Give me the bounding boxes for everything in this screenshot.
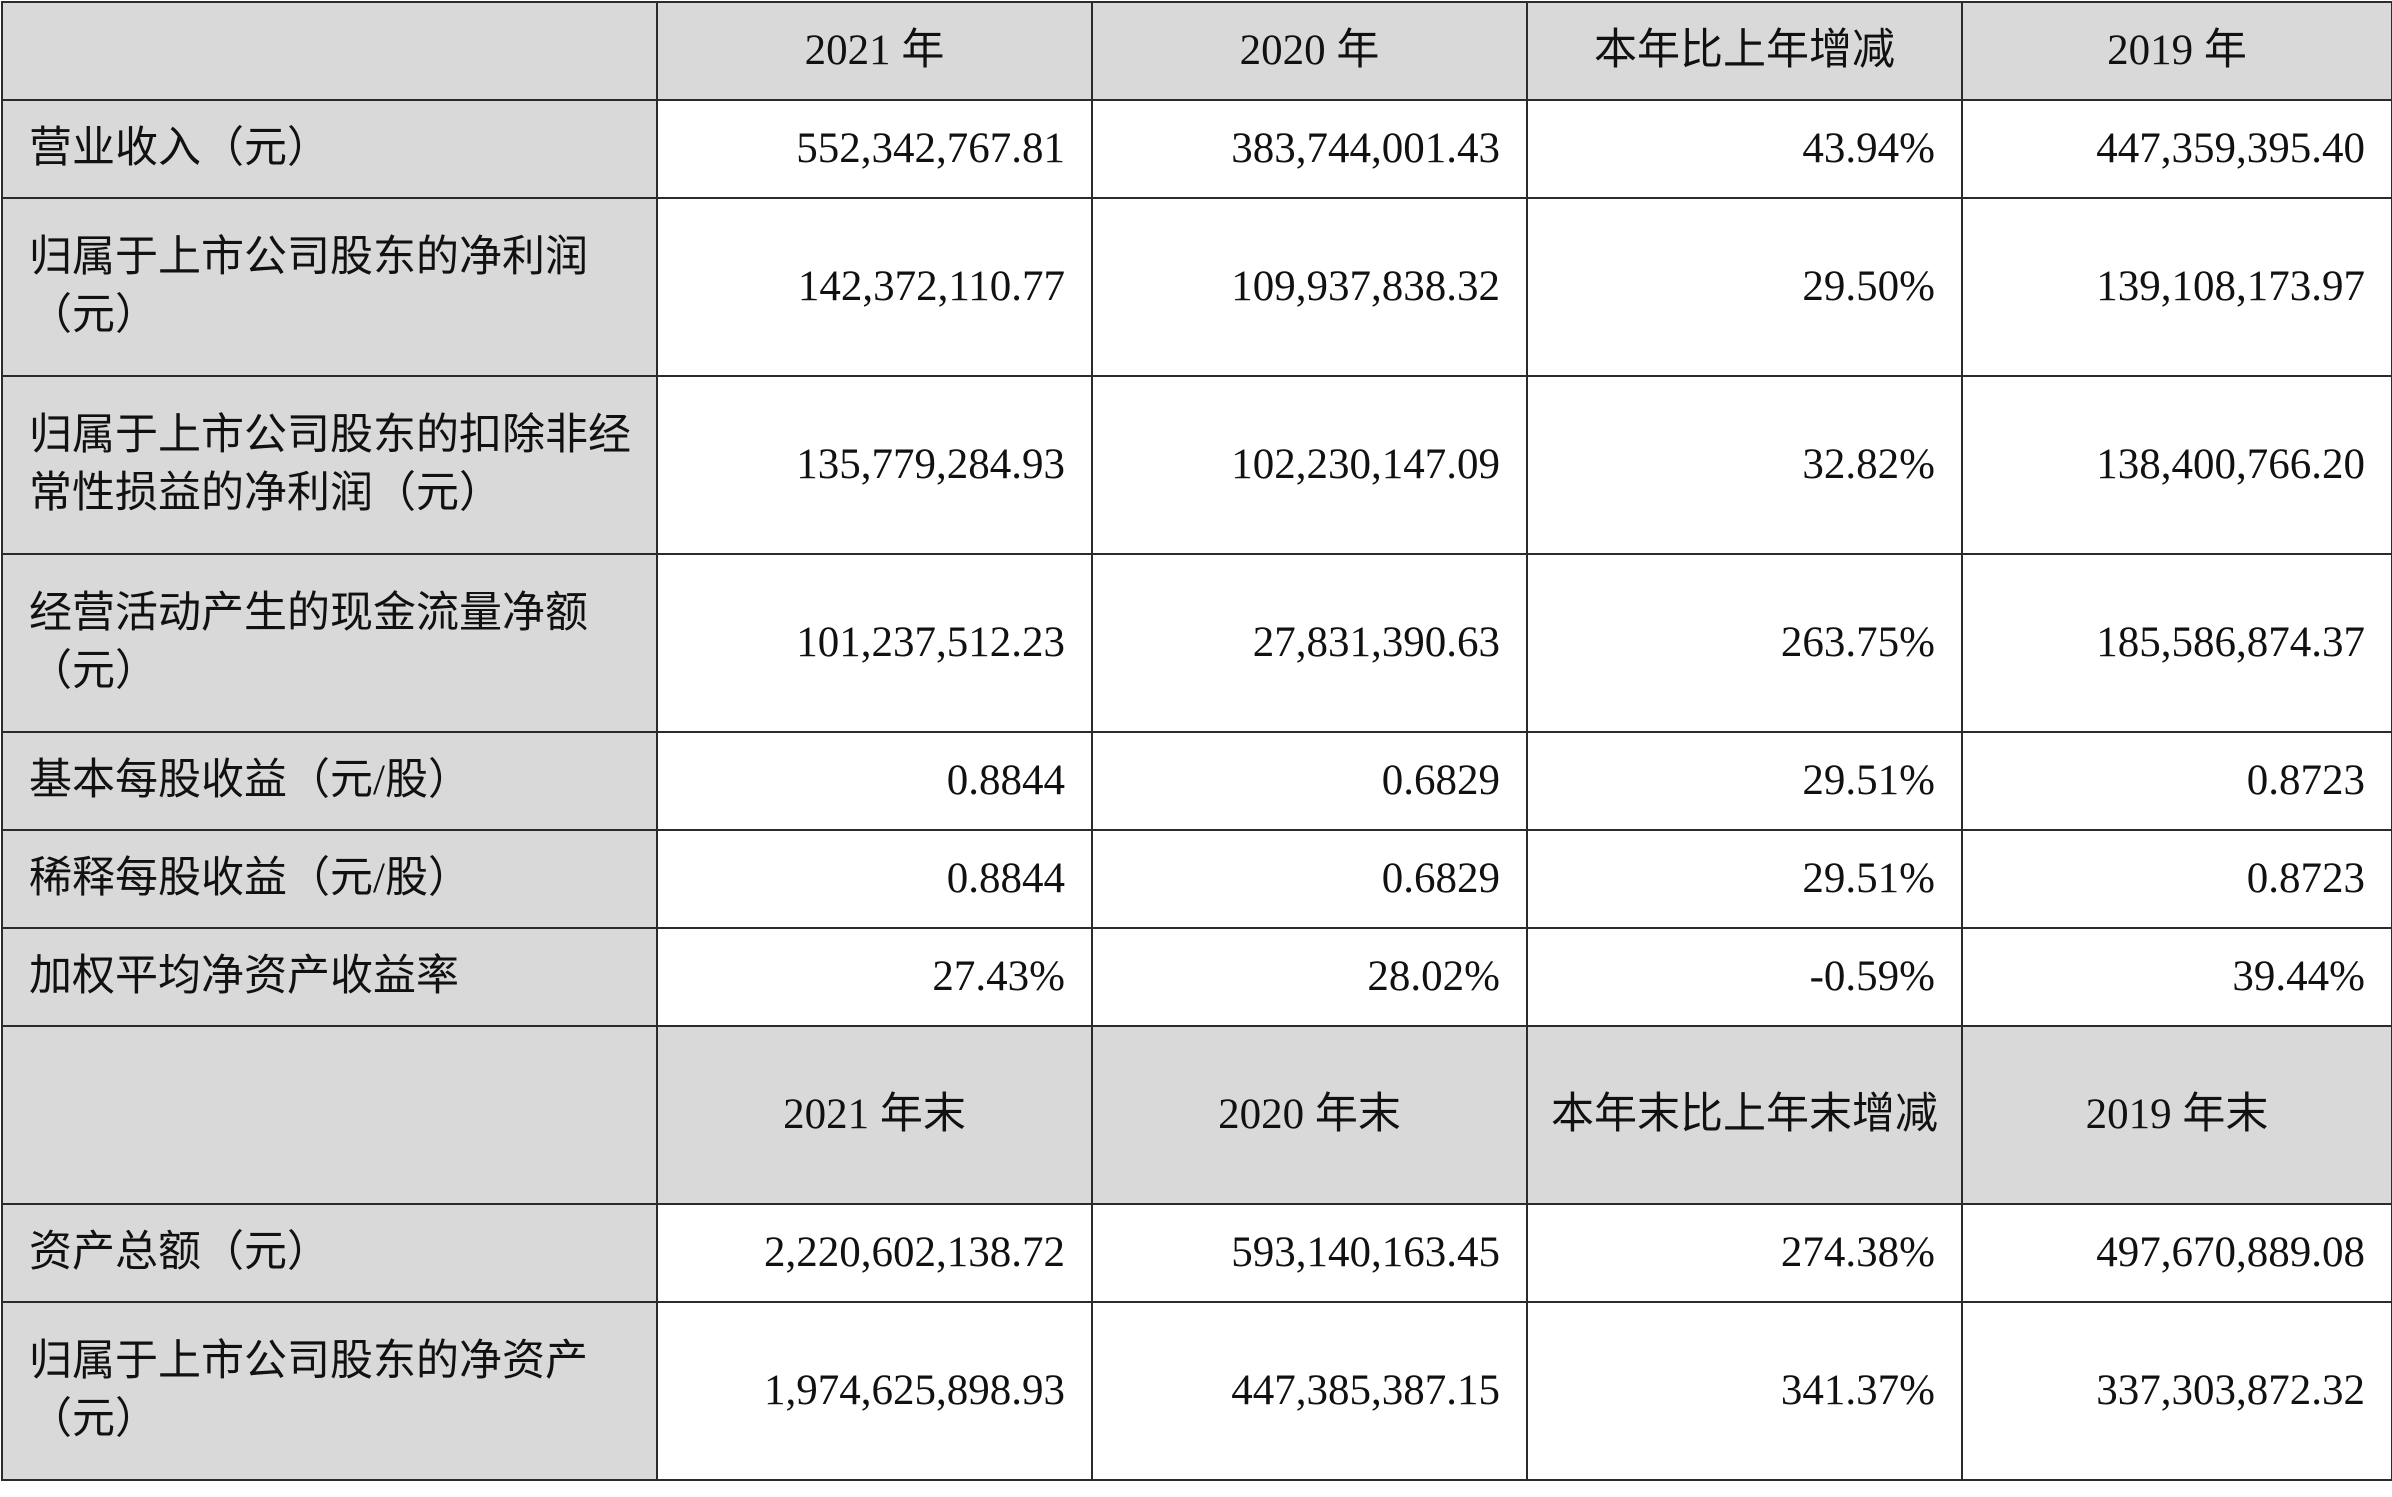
table-row: 归属于上市公司股东的扣除非经常性损益的净利润（元） 135,779,284.93…	[1, 375, 2392, 555]
table-cell: 185,586,874.37	[1961, 553, 2392, 733]
table-cell: 447,385,387.15	[1091, 1301, 1528, 1481]
table-cell: 109,937,838.32	[1091, 197, 1528, 377]
column-header: 2019 年	[1961, 1, 2392, 101]
row-label: 经营活动产生的现金流量净额（元）	[1, 553, 658, 733]
table-cell: -0.59%	[1526, 927, 1963, 1027]
table-header-row: 2021 年 2020 年 本年比上年增减 2019 年	[1, 1, 2392, 101]
table-cell: 497,670,889.08	[1961, 1203, 2392, 1303]
column-header: 本年比上年增减	[1526, 1, 1963, 101]
table-cell: 29.51%	[1526, 829, 1963, 929]
table-cell: 142,372,110.77	[656, 197, 1093, 377]
table-row: 基本每股收益（元/股） 0.8844 0.6829 29.51% 0.8723	[1, 731, 2392, 831]
table-cell: 39.44%	[1961, 927, 2392, 1027]
table-row: 归属于上市公司股东的净资产（元） 1,974,625,898.93 447,38…	[1, 1301, 2392, 1481]
table-cell: 447,359,395.40	[1961, 99, 2392, 199]
table-cell: 32.82%	[1526, 375, 1963, 555]
table-cell: 0.8723	[1961, 829, 2392, 929]
row-label: 资产总额（元）	[1, 1203, 658, 1303]
table-cell: 552,342,767.81	[656, 99, 1093, 199]
column-header: 2021 年	[656, 1, 1093, 101]
table-row: 归属于上市公司股东的净利润（元） 142,372,110.77 109,937,…	[1, 197, 2392, 377]
table-cell: 0.8844	[656, 731, 1093, 831]
table-row: 加权平均净资产收益率 27.43% 28.02% -0.59% 39.44%	[1, 927, 2392, 1027]
row-label: 稀释每股收益（元/股）	[1, 829, 658, 929]
row-label: 归属于上市公司股东的净资产（元）	[1, 1301, 658, 1481]
row-label: 基本每股收益（元/股）	[1, 731, 658, 831]
table-cell: 274.38%	[1526, 1203, 1963, 1303]
table-cell: 263.75%	[1526, 553, 1963, 733]
header-corner-cell	[1, 1, 658, 101]
column-header: 本年末比上年末增减	[1526, 1025, 1963, 1205]
table-cell: 0.8844	[656, 829, 1093, 929]
table-cell: 2,220,602,138.72	[656, 1203, 1093, 1303]
table-cell: 101,237,512.23	[656, 553, 1093, 733]
table-row: 稀释每股收益（元/股） 0.8844 0.6829 29.51% 0.8723	[1, 829, 2392, 929]
table-cell: 29.51%	[1526, 731, 1963, 831]
table-row: 资产总额（元） 2,220,602,138.72 593,140,163.45 …	[1, 1203, 2392, 1303]
table-cell: 341.37%	[1526, 1301, 1963, 1481]
table-cell: 0.6829	[1091, 829, 1528, 929]
row-label: 营业收入（元）	[1, 99, 658, 199]
table-cell: 593,140,163.45	[1091, 1203, 1528, 1303]
table-cell: 138,400,766.20	[1961, 375, 2392, 555]
table-cell: 29.50%	[1526, 197, 1963, 377]
column-header: 2020 年末	[1091, 1025, 1528, 1205]
table-cell: 139,108,173.97	[1961, 197, 2392, 377]
row-label: 加权平均净资产收益率	[1, 927, 658, 1027]
table-cell: 27.43%	[656, 927, 1093, 1027]
row-label: 归属于上市公司股东的扣除非经常性损益的净利润（元）	[1, 375, 658, 555]
column-header: 2021 年末	[656, 1025, 1093, 1205]
row-label: 归属于上市公司股东的净利润（元）	[1, 197, 658, 377]
header-corner-cell	[1, 1025, 658, 1205]
table-cell: 0.6829	[1091, 731, 1528, 831]
table-cell: 43.94%	[1526, 99, 1963, 199]
table-cell: 28.02%	[1091, 927, 1528, 1027]
table-cell: 102,230,147.09	[1091, 375, 1528, 555]
table-cell: 27,831,390.63	[1091, 553, 1528, 733]
column-header: 2019 年末	[1961, 1025, 2392, 1205]
table-row: 经营活动产生的现金流量净额（元） 101,237,512.23 27,831,3…	[1, 553, 2392, 733]
table-cell: 337,303,872.32	[1961, 1301, 2392, 1481]
table-cell: 0.8723	[1961, 731, 2392, 831]
table-cell: 135,779,284.93	[656, 375, 1093, 555]
table-header-row: 2021 年末 2020 年末 本年末比上年末增减 2019 年末	[1, 1025, 2392, 1205]
table-cell: 1,974,625,898.93	[656, 1301, 1093, 1481]
table-row: 营业收入（元） 552,342,767.81 383,744,001.43 43…	[1, 99, 2392, 199]
table-cell: 383,744,001.43	[1091, 99, 1528, 199]
column-header: 2020 年	[1091, 1, 1528, 101]
